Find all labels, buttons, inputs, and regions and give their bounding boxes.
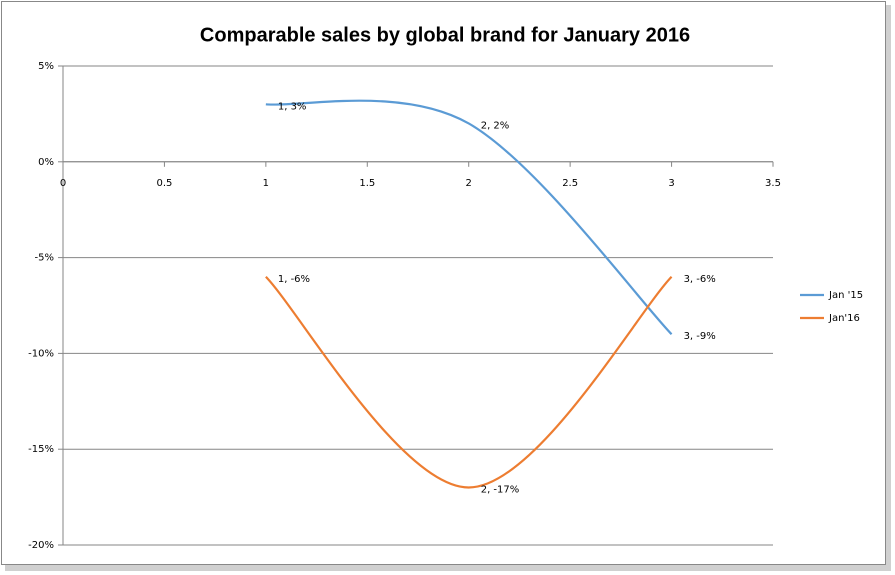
- x-tick-label: 1.5: [359, 178, 375, 189]
- x-tick-label: 0.5: [156, 178, 172, 189]
- y-tick-label: -5%: [35, 253, 54, 264]
- chart-title: Comparable sales by global brand for Jan…: [200, 24, 690, 46]
- data-label: 1, 3%: [278, 101, 307, 112]
- data-label: 2, 2%: [481, 120, 510, 131]
- y-tick-label: -20%: [28, 540, 54, 551]
- y-tick-label: -10%: [28, 348, 54, 359]
- x-tick-label: 3.5: [765, 178, 781, 189]
- x-tick-label: 1: [263, 178, 269, 189]
- x-tick-label: 2.5: [562, 178, 578, 189]
- data-label: 2, -17%: [481, 485, 520, 496]
- legend-label: Jan '15: [828, 290, 863, 301]
- chart-frame: [1, 1, 886, 565]
- series-line: [265, 275, 673, 489]
- x-tick-label: 2: [466, 178, 472, 189]
- legend-label: Jan'16: [828, 313, 860, 324]
- x-tick-label: 0: [60, 178, 66, 189]
- y-tick-label: 0%: [38, 157, 54, 168]
- data-label: 1, -6%: [278, 274, 310, 285]
- series-line: [265, 99, 673, 336]
- data-label: 3, -6%: [684, 274, 716, 285]
- x-tick-label: 3: [668, 178, 674, 189]
- y-tick-label: -15%: [28, 444, 54, 455]
- data-label: 3, -9%: [684, 331, 716, 342]
- y-tick-label: 5%: [38, 61, 54, 72]
